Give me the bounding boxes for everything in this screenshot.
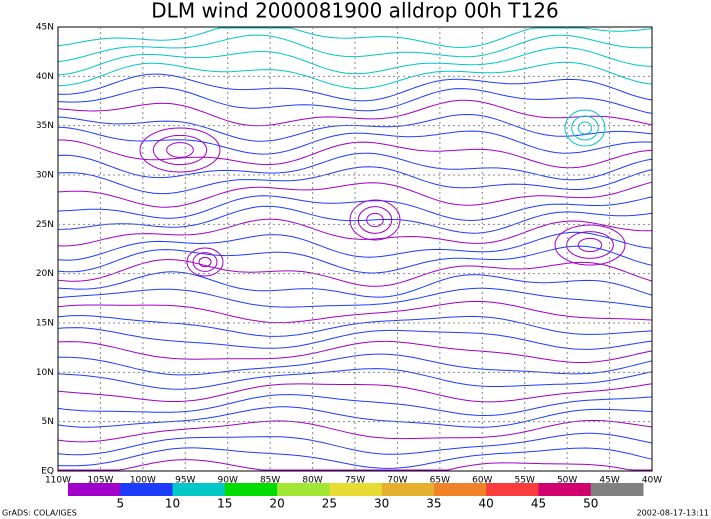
lat-label: 35N: [36, 121, 54, 131]
streamline: [57, 181, 653, 208]
colorbar-swatch: [329, 483, 383, 496]
streamline: [58, 353, 653, 376]
lon-label: 95W: [175, 476, 195, 486]
vortex: [577, 237, 603, 253]
streamline: [57, 300, 653, 324]
lon-label: 60W: [472, 476, 492, 486]
lat-label: 45N: [36, 23, 54, 33]
colorbar-label: 50: [583, 497, 598, 511]
lon-label: 90W: [218, 476, 238, 486]
vortex: [366, 212, 384, 228]
vortex: [166, 142, 194, 158]
footer-left: GrADS: COLA/IGES: [2, 509, 77, 518]
lat-label: 30N: [36, 171, 54, 181]
lon-label: 105W: [87, 476, 113, 486]
vortex: [152, 134, 208, 166]
lon-label: 75W: [345, 476, 365, 486]
colorbar-swatch: [224, 483, 278, 496]
streamline: [57, 61, 653, 90]
vortex: [198, 256, 212, 268]
streamline: [57, 231, 653, 261]
streamline: [57, 46, 653, 76]
streamline: [57, 447, 653, 469]
colorbar-swatch: [433, 483, 487, 496]
lat-label: 25N: [36, 220, 54, 230]
colorbar-label: 40: [479, 497, 494, 511]
lon-label: 70W: [387, 476, 407, 486]
colorbar-label: 10: [165, 497, 180, 511]
streamline: [57, 432, 653, 456]
streamline: [57, 368, 653, 390]
streamline: [57, 383, 653, 403]
lat-label: 40N: [36, 72, 54, 82]
lat-label: 5N: [42, 417, 54, 427]
streamline: [57, 166, 653, 195]
colorbar-label: 25: [322, 497, 337, 511]
colorbar-label: 35: [426, 497, 441, 511]
colorbar-swatch: [381, 483, 435, 496]
vortex: [554, 224, 626, 266]
vortex: [192, 252, 218, 272]
vortex: [357, 206, 393, 234]
lat-label: 10N: [36, 368, 54, 378]
lon-label: 85W: [260, 476, 280, 486]
streamline: [57, 245, 653, 274]
lon-label: 40W: [642, 476, 662, 486]
colorbar-swatch: [277, 483, 330, 496]
lat-label: EQ: [41, 467, 54, 477]
lon-label: 55W: [515, 476, 535, 486]
streamline: [57, 287, 653, 309]
lon-label: 45W: [599, 476, 619, 486]
streamline: [57, 340, 653, 363]
footer-right: 2002-08-17-13:11: [637, 509, 709, 518]
vortex: [566, 231, 614, 259]
colorbar-swatch: [68, 483, 121, 496]
title: DLM wind 2000081900 alldrop 00h T126: [151, 0, 558, 23]
streamline: [57, 205, 653, 234]
vortex: [564, 109, 606, 147]
colorbar-swatch: [590, 483, 644, 496]
streamline: [57, 271, 653, 298]
colorbar-label: 45: [531, 497, 546, 511]
streamline: [57, 86, 653, 114]
lat-label: 15N: [36, 319, 54, 329]
colorbar-label: 5: [116, 497, 124, 511]
streamline: [57, 259, 653, 287]
colorbar-swatch: [172, 483, 226, 496]
vortex: [186, 247, 224, 277]
lon-label: 80W: [302, 476, 322, 486]
streamline: [57, 394, 653, 417]
colorbar-label: 20: [269, 497, 284, 511]
colorbar-swatch: [538, 483, 592, 496]
lon-label: 100W: [130, 476, 156, 486]
colorbar-label: 30: [374, 497, 389, 511]
streamline: [58, 73, 653, 102]
lon-label: 110W: [45, 476, 71, 486]
colorbar-swatch: [120, 483, 174, 496]
streamline: [57, 419, 653, 443]
streamline: [57, 126, 653, 155]
streamline: [58, 459, 652, 471]
vortex: [571, 115, 599, 141]
colorbar-label: 15: [217, 497, 232, 511]
vortex: [577, 121, 593, 135]
colorbar-swatch: [486, 483, 539, 496]
streamline: [57, 34, 653, 63]
lon-label: 65W: [430, 476, 450, 486]
lat-label: 20N: [36, 269, 54, 279]
lon-label: 50W: [557, 476, 577, 486]
vortex: [139, 127, 221, 173]
vortex: [349, 199, 401, 241]
